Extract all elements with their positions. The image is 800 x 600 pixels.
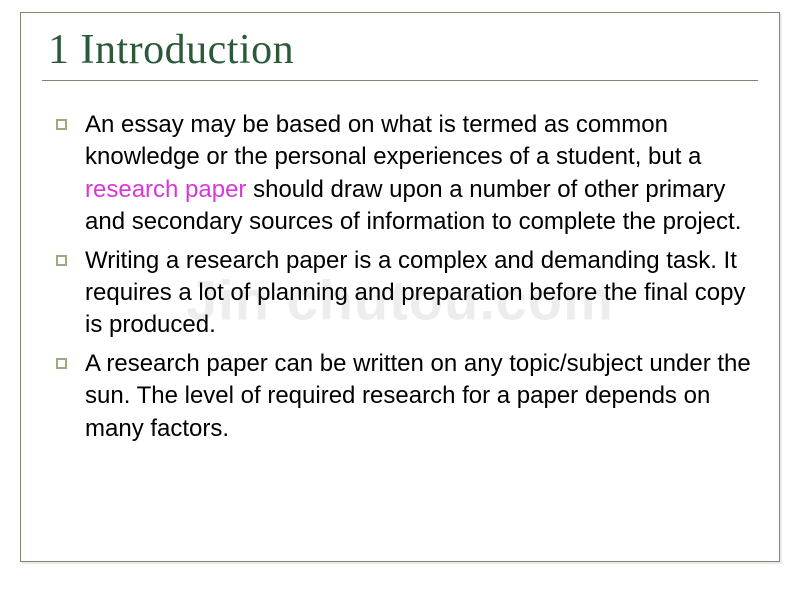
slide-content: 1 Introduction An essay may be based on … (20, 12, 780, 562)
title-underline (42, 80, 758, 81)
slide-title: 1 Introduction (48, 26, 752, 74)
list-item: A research paper can be written on any t… (56, 348, 752, 445)
bullet-text: A research paper can be written on any t… (85, 348, 752, 445)
list-item: Writing a research paper is a complex an… (56, 245, 752, 342)
text-segment: A research paper can be written on any t… (85, 350, 751, 442)
bullet-icon (56, 119, 67, 130)
bullet-list: An essay may be based on what is termed … (48, 109, 752, 445)
highlight-text: research paper (85, 176, 246, 203)
bullet-text: Writing a research paper is a complex an… (85, 245, 752, 342)
text-segment: Writing a research paper is a complex an… (85, 247, 745, 339)
bullet-icon (56, 255, 67, 266)
bullet-icon (56, 358, 67, 369)
bullet-text: An essay may be based on what is termed … (85, 109, 752, 239)
list-item: An essay may be based on what is termed … (56, 109, 752, 239)
text-segment: An essay may be based on what is termed … (85, 111, 701, 170)
